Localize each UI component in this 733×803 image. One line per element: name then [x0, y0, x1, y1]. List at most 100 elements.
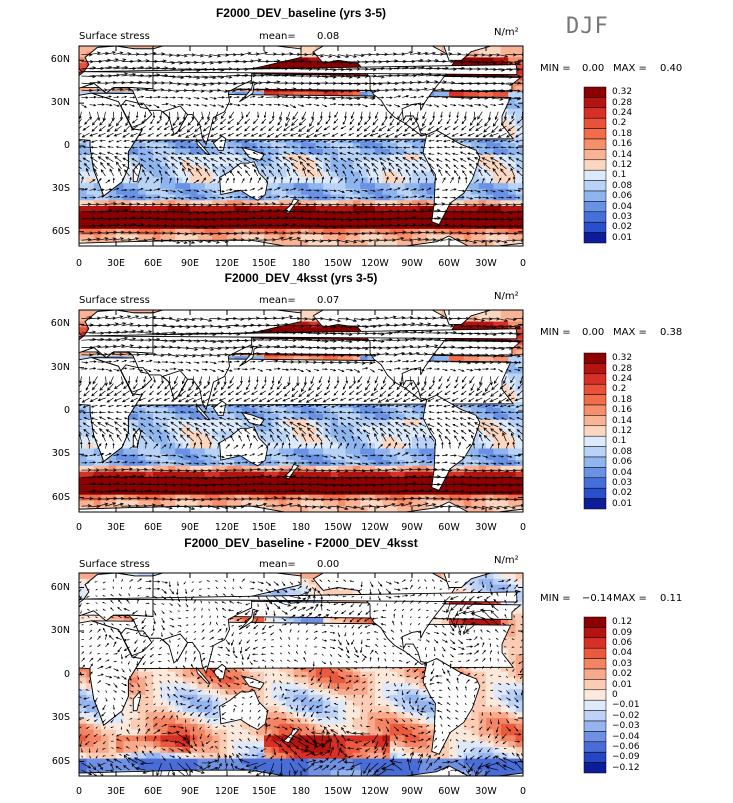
stress-vector: [451, 139, 459, 143]
contour-cell: [404, 217, 413, 224]
contour-cell: [449, 206, 457, 213]
contour-cell: [153, 200, 161, 207]
stress-vector: [360, 111, 363, 120]
stress-vector: [121, 52, 132, 56]
contour-cell: [493, 240, 502, 246]
stress-vector: [516, 151, 523, 155]
stress-vector: [79, 139, 82, 141]
contour-cell: [234, 160, 243, 167]
contour-cell: [397, 240, 406, 246]
stress-vector: [298, 125, 307, 133]
stress-vector: [113, 87, 124, 92]
stress-vector: [217, 104, 225, 108]
stress-vector: [419, 151, 427, 155]
stress-vector: [469, 118, 475, 126]
contour-cell: [167, 137, 176, 144]
contour-cell: [486, 188, 494, 196]
contour-cell: [93, 228, 102, 236]
stress-vector: [363, 118, 371, 125]
contour-cell: [404, 166, 413, 173]
contour-cell: [212, 160, 221, 167]
stress-vector: [185, 157, 194, 163]
contour-cell: [130, 188, 139, 196]
min-value: 0.00: [582, 63, 605, 74]
stress-vector: [339, 152, 347, 155]
contour-cell: [330, 200, 339, 207]
stress-vector: [225, 67, 241, 72]
contour-cell: [219, 154, 228, 161]
contour-cell: [493, 211, 502, 219]
contour-cell: [493, 57, 502, 64]
stress-vector: [316, 152, 323, 155]
stress-vector: [461, 118, 467, 125]
stress-vector: [241, 96, 248, 99]
stress-vector: [241, 81, 255, 85]
stress-vector: [244, 125, 251, 132]
contour-cell: [293, 148, 302, 156]
contour-cell: [463, 137, 472, 144]
contour-cell: [293, 154, 302, 161]
contour-cell: [308, 234, 317, 241]
stress-vector: [201, 75, 217, 80]
stress-vector: [354, 103, 362, 106]
contour-cell: [315, 57, 324, 64]
contour-cell: [153, 228, 161, 236]
stress-vector: [161, 102, 169, 106]
stress-vector: [297, 104, 305, 107]
stress-vector: [148, 125, 154, 131]
contour-cell: [130, 234, 139, 241]
contour-cell: [412, 211, 420, 219]
contour-cell: [241, 223, 250, 230]
stress-vector: [381, 118, 387, 127]
contour-cell: [212, 228, 221, 236]
stress-vector: [209, 97, 217, 100]
contour-cell: [175, 228, 184, 236]
contour-cell: [271, 143, 280, 150]
stress-vector: [249, 52, 260, 56]
contour-cell: [419, 137, 428, 144]
contour-cell: [197, 217, 206, 224]
stress-vector: [451, 145, 459, 149]
stress-vector: [219, 139, 226, 143]
stress-vector: [202, 125, 210, 132]
contour-cell: [264, 194, 272, 201]
contour-cell: [175, 143, 184, 150]
contour-cell: [486, 228, 494, 236]
contour-cell: [219, 234, 228, 241]
stress-vector: [257, 103, 264, 107]
contour-cell: [190, 171, 198, 179]
stress-vector: [210, 146, 218, 150]
stress-vector: [235, 132, 242, 137]
contour-cell: [500, 183, 509, 190]
stress-vector: [192, 132, 202, 138]
stress-vector: [515, 146, 523, 149]
stress-vector: [153, 95, 161, 99]
contour-cell: [308, 148, 317, 156]
stress-vector: [209, 104, 217, 107]
stress-vector: [437, 118, 443, 125]
stress-vector: [244, 118, 251, 125]
contour-cell: [345, 188, 354, 196]
stress-vector: [244, 139, 250, 143]
contour-cell: [79, 177, 87, 184]
contour-cell: [404, 228, 413, 236]
contour-cell: [493, 160, 502, 167]
contour-cell: [197, 194, 206, 201]
contour-cell: [138, 183, 147, 190]
contour-cell: [271, 234, 280, 241]
stress-vector: [299, 152, 307, 155]
contour-cell: [264, 137, 272, 144]
contour-cell: [404, 143, 413, 150]
stress-vector: [434, 104, 440, 108]
contour-cell: [397, 143, 406, 150]
stress-vector: [139, 152, 146, 155]
contour-cell: [286, 188, 295, 196]
stress-vector: [105, 80, 117, 85]
stress-vector: [442, 104, 448, 107]
x-tick-label: 120W: [361, 258, 389, 269]
contour-cell: [486, 217, 494, 224]
contour-cell: [412, 160, 420, 167]
contour-cell: [345, 217, 354, 224]
contour-cell: [138, 143, 147, 150]
contour-cell: [367, 171, 376, 179]
